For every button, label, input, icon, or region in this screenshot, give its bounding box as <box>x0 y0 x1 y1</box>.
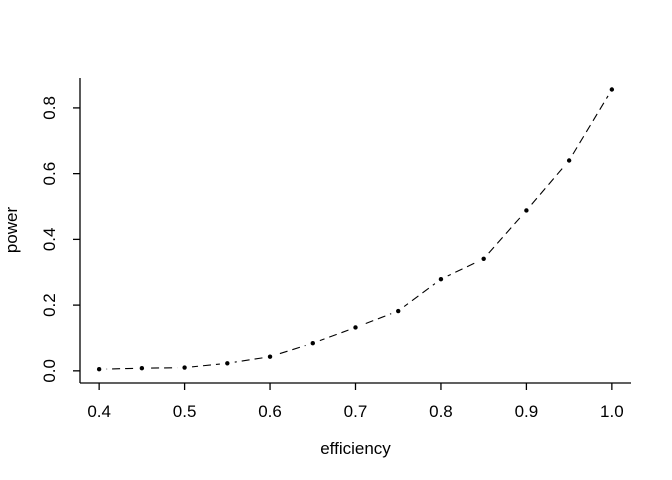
y-tick-label: 0.0 <box>40 359 59 383</box>
x-tick-label: 0.9 <box>515 402 539 421</box>
x-tick-label: 0.5 <box>173 402 197 421</box>
y-tick-label: 0.6 <box>40 162 59 186</box>
data-point <box>310 341 315 346</box>
y-tick-label: 0.4 <box>40 228 59 252</box>
data-point <box>353 325 358 330</box>
data-point <box>438 276 444 282</box>
x-tick-label: 0.8 <box>429 402 453 421</box>
axes-layer: 0.4 0.5 0.6 0.7 0.8 0.9 1.0 0.0 0.2 0.4 0.6 0.8 <box>40 78 631 421</box>
x-tick-label: 0.7 <box>344 402 368 421</box>
data-point <box>225 361 230 366</box>
x-axis-title: efficiency <box>320 439 391 458</box>
data-point <box>267 354 273 359</box>
x-tick-label: 1.0 <box>600 402 624 421</box>
x-tick-label: 0.4 <box>87 402 111 421</box>
data-point <box>396 308 401 314</box>
data-point <box>609 87 615 92</box>
data-point <box>182 365 187 370</box>
data-point <box>524 208 529 213</box>
y-axis-title: power <box>2 207 21 254</box>
y-tick-label: 0.2 <box>40 293 59 317</box>
data-point <box>481 256 486 261</box>
data-point <box>566 158 572 163</box>
data-point <box>139 366 145 371</box>
y-tick-label: 0.8 <box>40 96 59 120</box>
series-layer <box>91 82 620 377</box>
x-tick-label: 0.6 <box>258 402 282 421</box>
data-point <box>96 366 102 372</box>
